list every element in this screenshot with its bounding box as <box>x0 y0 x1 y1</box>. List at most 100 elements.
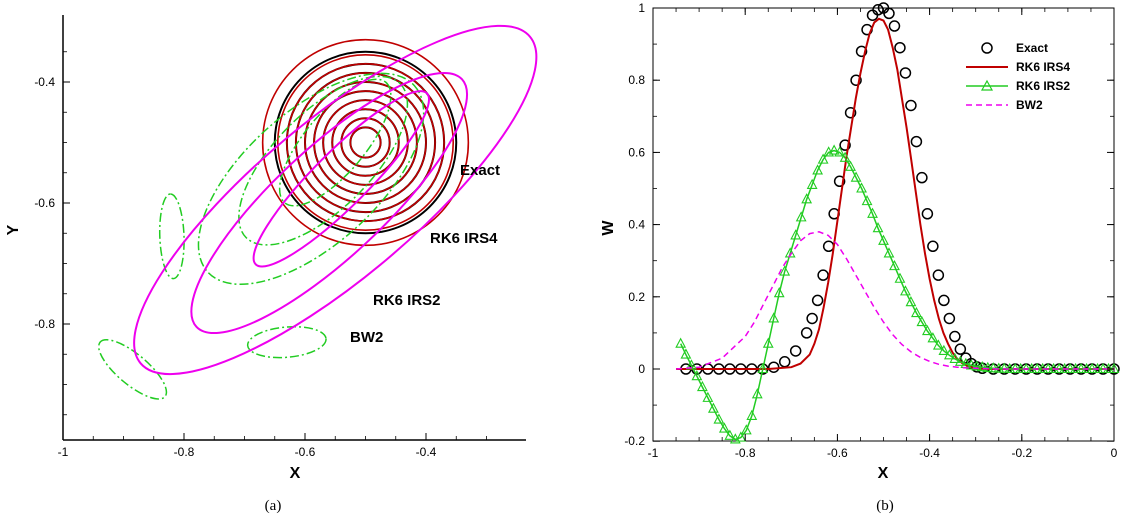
contour-ellipse <box>197 72 425 285</box>
line-x-axis-label: X <box>878 465 889 482</box>
caption-a: (a) <box>265 498 282 514</box>
x-tick-label: -0.4 <box>416 445 437 459</box>
triangle-point <box>998 362 1010 373</box>
legend-bw2-label: BW2 <box>1016 98 1043 112</box>
triangle-point <box>812 164 824 175</box>
triangle-point <box>976 361 988 372</box>
triangle-point <box>685 359 697 370</box>
contour-label-rk6irs2: RK6 IRS2 <box>373 292 441 309</box>
y-tick-label: 1 <box>638 1 645 15</box>
x-tick-label: -1 <box>648 446 659 460</box>
x-tick-label: -0.6 <box>295 445 316 459</box>
circle-point <box>872 4 884 16</box>
contour-ellipse <box>252 90 430 268</box>
y-tick-label: 0.8 <box>628 73 645 87</box>
triangle-point <box>773 287 785 298</box>
line-plot-area <box>675 2 1120 444</box>
circle-point <box>800 327 813 339</box>
x-tick-label: -1 <box>58 445 69 459</box>
circle-point <box>855 45 868 58</box>
series-line <box>680 149 1114 441</box>
triangle-point <box>971 360 983 371</box>
triangle-point <box>795 211 807 222</box>
legend: Exact RK6 IRS4 RK6 IRS2 BW2 <box>966 41 1070 112</box>
triangle-point <box>696 380 708 392</box>
triangle-point <box>702 391 714 402</box>
legend-exact-label: Exact <box>1016 41 1048 55</box>
triangle-point <box>757 362 769 374</box>
contour-set-rk6-irs2 <box>97 72 425 400</box>
triangle-point <box>834 146 846 157</box>
triangle-point <box>883 247 895 258</box>
circle-point <box>905 99 917 112</box>
contour-y-axis-label: Y <box>5 224 22 235</box>
series-exact <box>680 2 1120 375</box>
triangle-point <box>905 296 917 307</box>
triangle-point <box>872 222 884 233</box>
triangle-point <box>839 151 851 162</box>
contour-ring <box>273 50 458 235</box>
contour-label-bw2: BW2 <box>350 329 383 346</box>
circle-point <box>943 312 956 325</box>
triangle-point <box>900 285 911 296</box>
contour-label-exact: Exact <box>460 162 500 179</box>
triangle-point <box>680 348 692 359</box>
y-tick-label: -0.6 <box>34 196 55 210</box>
circle-point <box>822 240 835 253</box>
triangle-point <box>779 265 791 276</box>
y-tick-label: -0.4 <box>34 75 55 89</box>
triangle-point <box>850 171 862 182</box>
circle-point <box>932 269 945 281</box>
legend-exact-marker <box>981 42 993 54</box>
triangle-point <box>921 324 933 336</box>
triangle-point <box>762 337 774 348</box>
triangle-point <box>861 194 873 206</box>
contour-ellipse <box>133 24 538 376</box>
triangle-point <box>987 362 999 373</box>
line-panel: -1 -0.8 -0.6 -0.4 -0.2 0 -0.2 0 0.2 0.4 0.6 0.8 1 Ex… <box>600 1 1120 514</box>
contour-ring <box>313 90 418 195</box>
contour-x-axis-label: X <box>290 465 301 482</box>
contour-ellipse <box>278 78 392 207</box>
triangle-point <box>856 182 867 193</box>
contour-set-bw2 <box>133 24 538 376</box>
circle-point <box>811 294 824 307</box>
legend-rk6irs2-label: RK6 IRS2 <box>1016 79 1070 93</box>
triangle-point <box>982 361 994 372</box>
circle-point <box>916 171 928 184</box>
triangle-point <box>707 402 719 413</box>
contour-ring <box>322 99 409 186</box>
line-y-axis-label: W <box>600 220 617 236</box>
circle-point <box>927 240 939 253</box>
triangle-point <box>927 332 939 343</box>
contour-ellipse <box>158 193 185 280</box>
contour-ring <box>331 108 400 177</box>
contour-ellipse <box>190 71 469 335</box>
contour-axes <box>62 15 526 441</box>
contour-ticks: -1 -0.8 -0.6 -0.4 -0.8 -0.6 -0.4 <box>34 51 487 459</box>
x-tick-label: 0 <box>1111 446 1118 460</box>
circle-point <box>899 67 912 79</box>
x-tick-label: -0.8 <box>174 445 195 459</box>
contour-set-exact <box>273 50 458 235</box>
triangle-point <box>713 413 725 424</box>
triangle-point <box>768 312 780 323</box>
triangle-point <box>878 234 889 245</box>
triangle-point <box>735 431 747 442</box>
triangle-point <box>828 144 840 155</box>
triangle-point <box>845 160 856 171</box>
triangle-point <box>801 193 813 204</box>
triangle-point <box>675 337 687 348</box>
triangle-point <box>894 272 906 283</box>
circle-point <box>817 269 829 281</box>
x-tick-label: -0.8 <box>735 446 756 460</box>
circle-point <box>866 9 879 21</box>
contour-ellipse <box>97 339 168 400</box>
circle-point <box>767 361 780 373</box>
circle-point <box>789 345 802 357</box>
circle-point <box>954 343 967 355</box>
circle-point <box>833 175 846 188</box>
y-tick-label: 0.4 <box>628 218 645 232</box>
contour-label-rk6irs4: RK6 IRS4 <box>430 230 498 247</box>
